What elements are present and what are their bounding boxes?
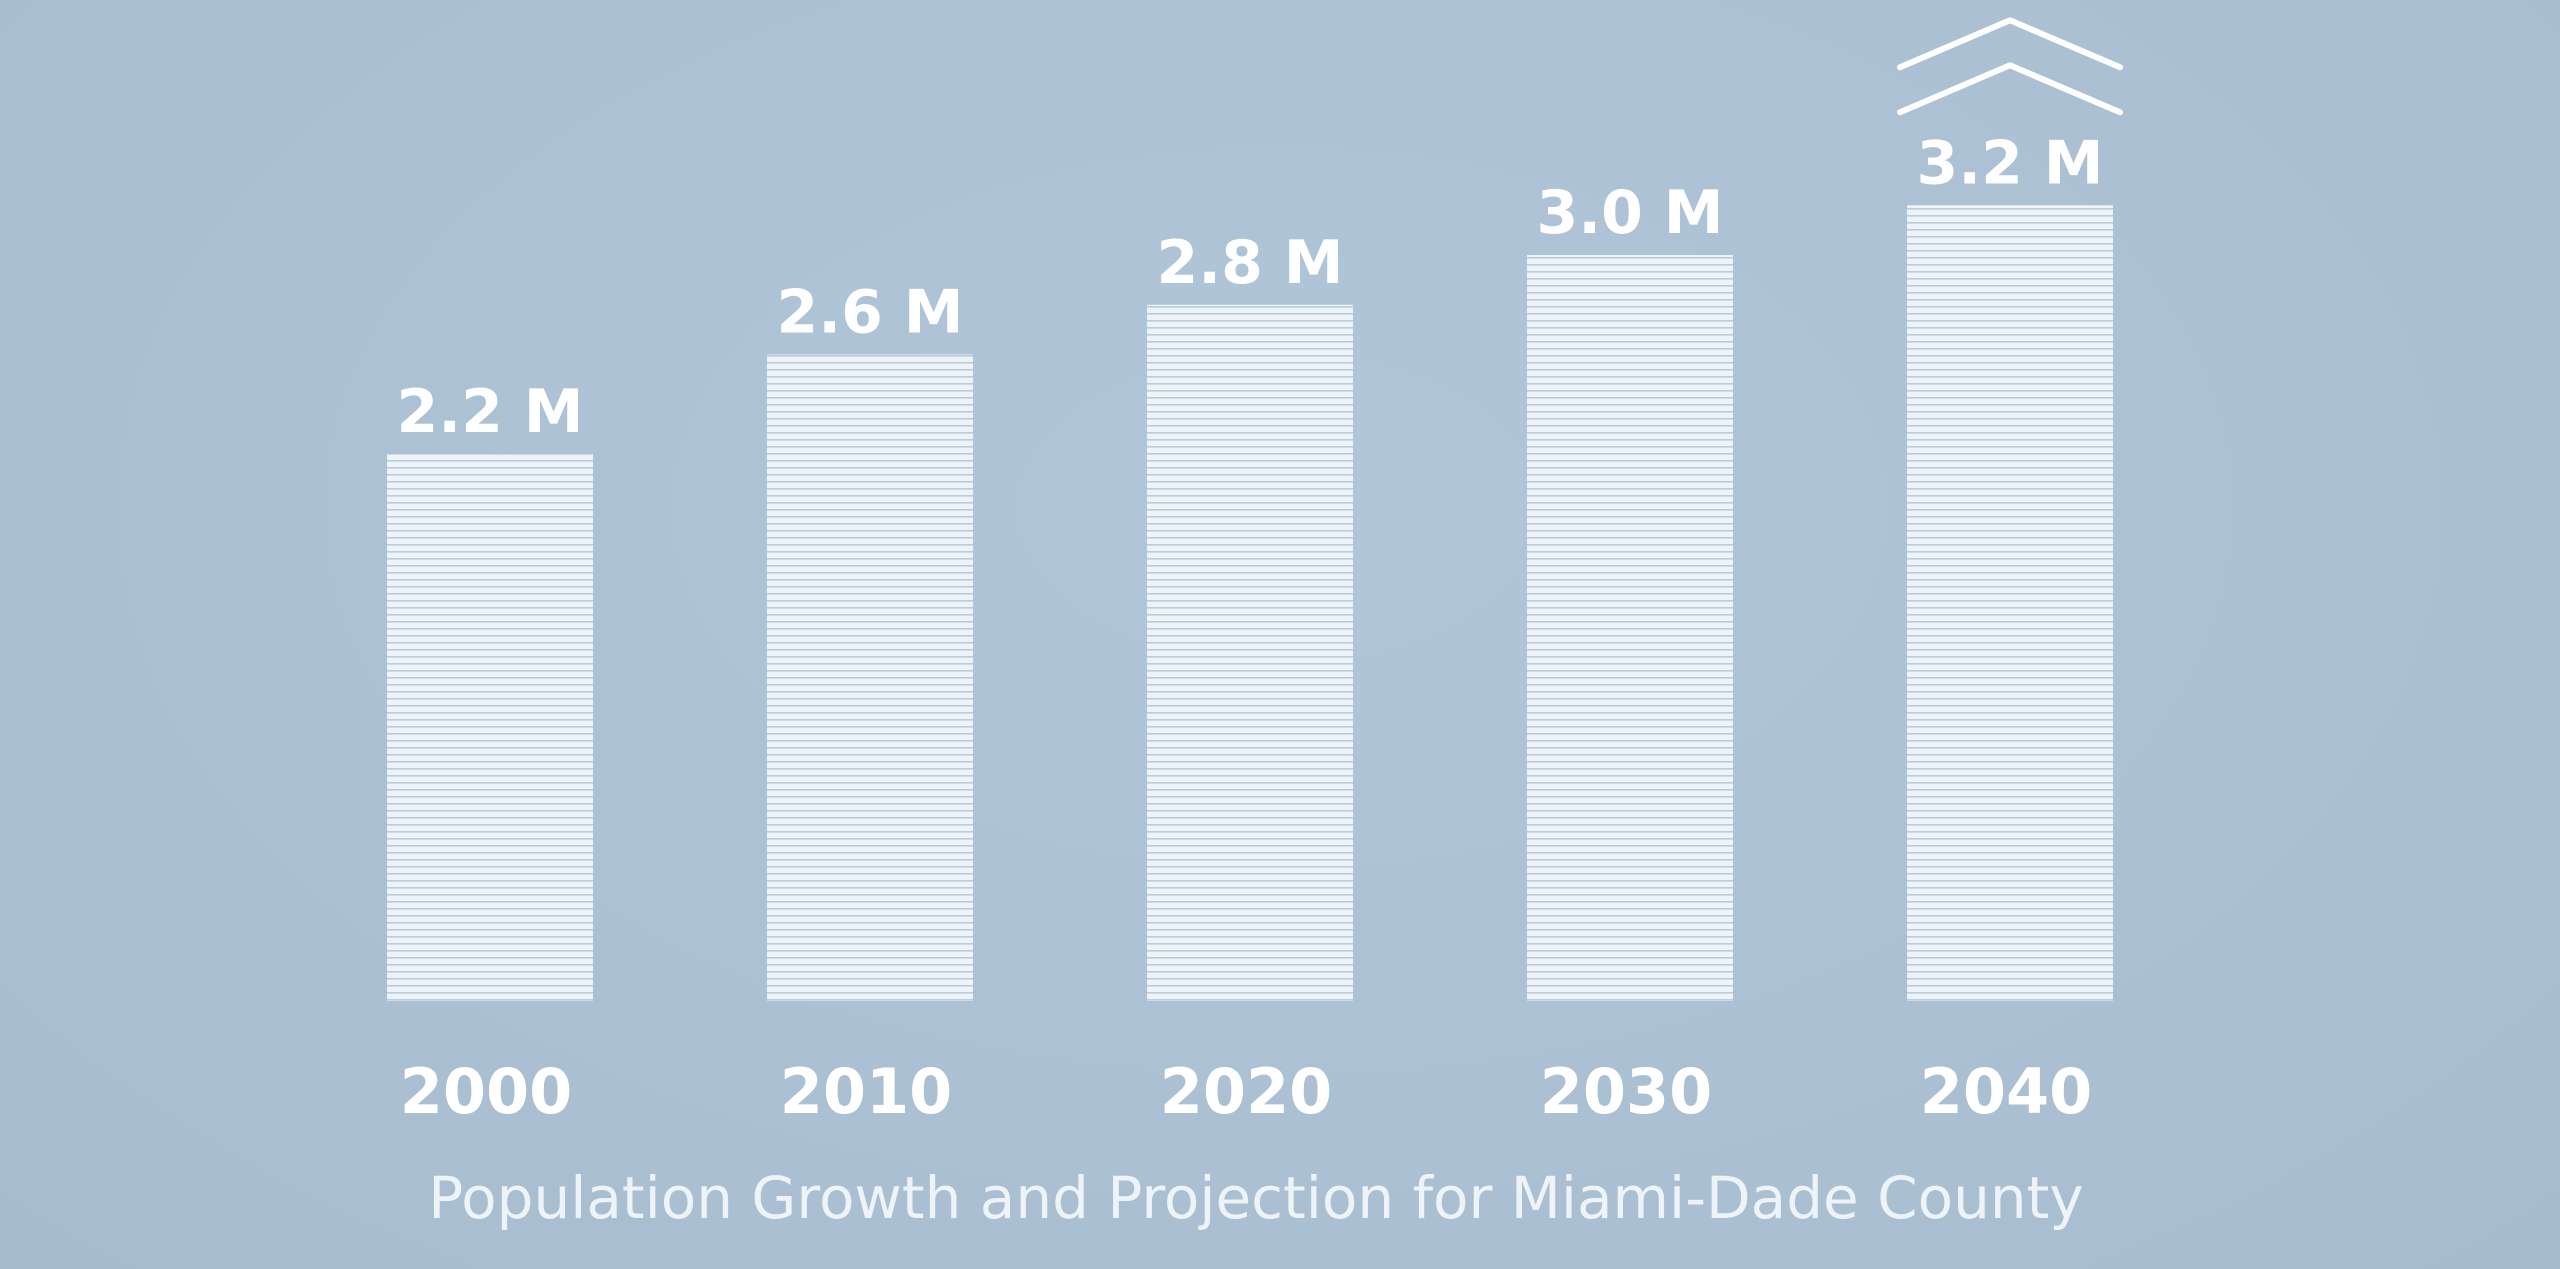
- chart-title: Population Growth and Projection for Mia…: [428, 1164, 2083, 1232]
- x-tick-2020: 2020: [1160, 1055, 1333, 1128]
- data-label-2010: 2.6 M: [777, 277, 964, 347]
- bar-2000: [387, 453, 593, 1002]
- double-chevron-up-icon: [1897, 17, 2123, 116]
- x-tick-labels-group: 2000 2010 2020 2030 2040: [400, 1055, 2093, 1128]
- data-label-2040: 3.2 M: [1917, 128, 2104, 198]
- bar-2040: [1907, 205, 2113, 1001]
- annotations-group: [1897, 17, 2123, 116]
- x-tick-2040: 2040: [1920, 1055, 2093, 1128]
- data-labels-group: 2.2 M 2.6 M 2.8 M 3.0 M 3.2 M: [397, 128, 2104, 447]
- data-label-2000: 2.2 M: [397, 377, 584, 447]
- x-tick-2000: 2000: [400, 1055, 573, 1128]
- x-tick-2010: 2010: [780, 1055, 953, 1128]
- bar-2020: [1147, 304, 1353, 1001]
- x-tick-2030: 2030: [1540, 1055, 1713, 1128]
- data-label-2020: 2.8 M: [1157, 228, 1344, 298]
- bar-2010: [767, 354, 973, 1001]
- data-label-2030: 3.0 M: [1537, 178, 1724, 248]
- bars-group: [387, 205, 2113, 1002]
- bar-2030: [1527, 255, 1733, 1001]
